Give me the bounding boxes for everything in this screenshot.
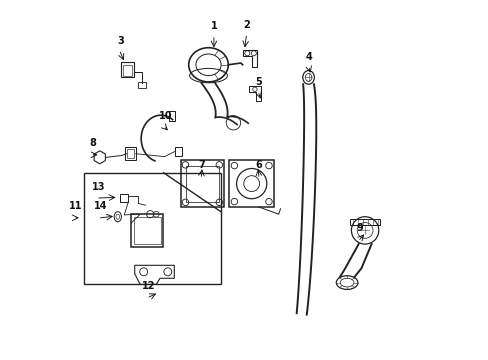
Text: 8: 8 bbox=[90, 138, 97, 148]
Bar bbox=[121, 62, 134, 77]
Text: 14: 14 bbox=[94, 201, 107, 211]
Text: 11: 11 bbox=[69, 201, 82, 211]
Bar bbox=[120, 194, 128, 202]
Text: 10: 10 bbox=[158, 111, 172, 121]
Bar bbox=[123, 65, 132, 76]
Bar bbox=[174, 147, 182, 156]
Text: 12: 12 bbox=[142, 280, 156, 291]
Bar bbox=[168, 111, 174, 121]
Text: 9: 9 bbox=[356, 223, 362, 233]
Bar bbox=[229, 160, 273, 207]
Text: 2: 2 bbox=[243, 19, 249, 30]
Text: 4: 4 bbox=[305, 52, 312, 62]
Bar bbox=[181, 160, 224, 207]
Bar bbox=[84, 173, 221, 284]
Text: 6: 6 bbox=[255, 160, 262, 170]
Text: 3: 3 bbox=[117, 36, 123, 46]
Bar bbox=[349, 219, 380, 225]
Text: 13: 13 bbox=[92, 181, 105, 192]
Text: 7: 7 bbox=[198, 160, 204, 170]
Text: 1: 1 bbox=[210, 21, 217, 31]
Bar bbox=[137, 82, 146, 88]
Bar bbox=[125, 147, 136, 160]
Bar bbox=[131, 214, 163, 247]
Text: 5: 5 bbox=[255, 77, 262, 87]
Bar bbox=[126, 149, 134, 158]
Bar bbox=[186, 166, 218, 202]
Bar bbox=[133, 217, 161, 244]
